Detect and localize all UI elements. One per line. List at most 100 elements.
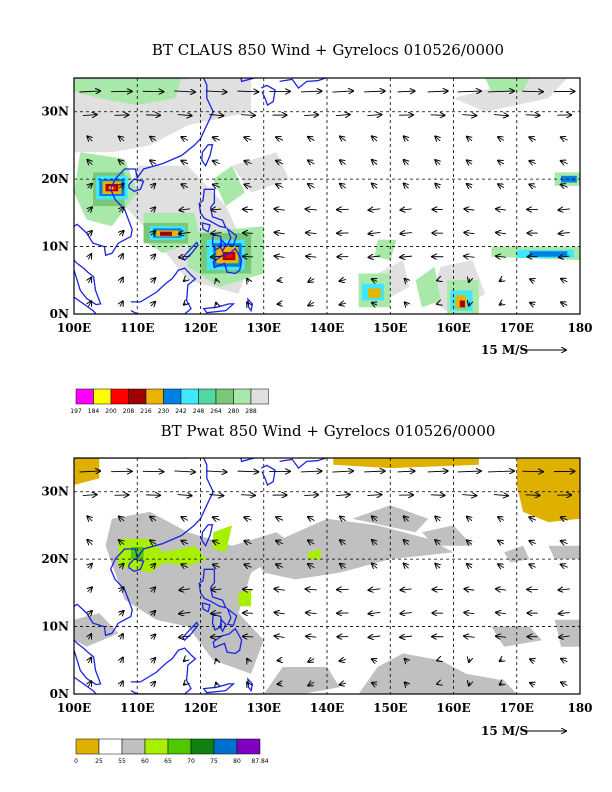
p1-wind-vector-131 — [500, 279, 503, 281]
p1-wind-vector-122 — [464, 256, 475, 257]
p2-wind-vector-94 — [369, 589, 381, 590]
p2-wind-vector-98 — [367, 495, 381, 496]
p1-xtick-170: 170E — [500, 321, 534, 335]
p2-wind-vector-77 — [308, 517, 315, 521]
p1-wind-vector-154 — [558, 209, 570, 210]
p2-coastline-4 — [279, 458, 327, 470]
p2-wind-vector-17 — [119, 516, 124, 520]
p2-wind-vector-130 — [500, 683, 503, 685]
p1-wind-vector-120 — [469, 302, 470, 305]
p2-wind-vector-64 — [274, 589, 285, 590]
panel1-vector-key: 15 M/S — [481, 343, 566, 357]
p1-wind-vector-23 — [151, 231, 155, 235]
p2-ytick-30: 30N — [41, 485, 69, 499]
p2-wind-vector-32 — [179, 636, 191, 637]
p2-wind-vector-122 — [464, 636, 475, 637]
p2-coastline-3 — [260, 464, 276, 486]
p1-wind-vector-103 — [400, 233, 412, 234]
p1-region-10 — [213, 165, 245, 207]
p1-wind-vector-46 — [213, 161, 221, 164]
p1-wind-vector-63 — [275, 232, 285, 233]
p2-wind-vector-145 — [529, 564, 536, 567]
p1-colorbar-label-4: 216 — [140, 408, 152, 415]
p2-wind-vector-42 — [211, 636, 222, 637]
p2-region-8 — [263, 667, 340, 694]
p1-wind-vector-42 — [211, 256, 222, 257]
p1-wind-vector-14 — [119, 207, 123, 211]
p1-wind-vector-5 — [88, 184, 92, 188]
p2-wind-vector-135 — [498, 564, 505, 567]
p2-wind-vector-87 — [340, 517, 347, 521]
p2-wind-vector-102 — [400, 636, 412, 637]
p2-wind-vector-37 — [181, 517, 189, 520]
p2-region-2 — [516, 458, 580, 523]
p1-colorbar-swatch-9 — [233, 388, 252, 405]
p1-xtick-180: 180 — [567, 321, 592, 335]
p1-wind-vector-12 — [120, 254, 123, 259]
p2-wind-vector-36 — [181, 541, 189, 544]
p1-wind-vector-35 — [181, 184, 189, 187]
p1-wind-vector-24 — [151, 207, 155, 211]
p1-colorbar-label-10: 288 — [245, 408, 257, 415]
panel2-frame — [73, 457, 581, 695]
p2-region-7 — [74, 613, 119, 647]
p2-wind-vector-4 — [88, 587, 92, 591]
p2-colorbar-swatch-5 — [190, 738, 215, 755]
p2-wind-vector-86 — [340, 540, 347, 544]
p2-wind-vector-11 — [120, 658, 123, 663]
p2-coastline-2 — [240, 458, 256, 463]
p1-wind-vector-119 — [427, 91, 448, 92]
p2-wind-vector-48 — [209, 495, 223, 496]
p1-wind-vector-3 — [88, 231, 92, 235]
p2-wind-vector-31 — [184, 660, 186, 662]
p1-coastline-1 — [74, 259, 102, 306]
p1-wind-vector-6 — [87, 160, 92, 165]
p2-colorbar-label-5: 70 — [187, 758, 195, 765]
p1-wind-vector-66 — [276, 161, 284, 164]
p1-wind-vector-62 — [275, 256, 285, 257]
p2-xtick-170: 170E — [500, 701, 534, 715]
p2-wind-vector-70 — [308, 682, 315, 685]
p1-wind-vector-92 — [369, 256, 381, 257]
p1-wind-vector-21 — [151, 278, 155, 282]
p1-wind-vector-137 — [498, 137, 505, 140]
p1-coastline-3 — [260, 84, 276, 106]
p1-wind-vector-124 — [464, 209, 475, 210]
p1-wind-vector-32 — [179, 256, 191, 257]
p2-wind-vector-155 — [561, 564, 568, 567]
p1-wind-vector-106 — [404, 160, 409, 165]
p2-wind-vector-66 — [276, 541, 284, 544]
p1-wind-vector-109 — [397, 91, 415, 92]
p2-coastline-8 — [201, 602, 211, 613]
p2-wind-vector-146 — [529, 541, 536, 544]
p1-xtick-140: 140E — [310, 321, 344, 335]
p2-wind-vector-105 — [404, 563, 409, 568]
p1-wind-vector-17 — [119, 136, 124, 140]
p1-wind-vector-77 — [308, 137, 315, 141]
p2-coastline-17 — [74, 676, 97, 694]
p2-wind-vector-63 — [275, 612, 285, 613]
p2-xtick-140: 140E — [310, 701, 344, 715]
p2-coastline-7 — [198, 568, 227, 609]
p2-wind-vector-14 — [119, 587, 123, 591]
p1-wind-vector-43 — [211, 233, 222, 234]
p1-wind-vector-121 — [469, 279, 470, 282]
p2-wind-vector-120 — [469, 682, 470, 685]
p2-wind-vector-43 — [211, 613, 222, 614]
p1-wind-vector-97 — [372, 136, 377, 141]
p2-wind-vector-46 — [213, 541, 221, 544]
p2-wind-vector-91 — [372, 659, 377, 661]
p2-region-9 — [358, 653, 517, 694]
p1-wind-vector-150 — [561, 302, 568, 305]
panel1-coastlines — [74, 78, 327, 314]
p2-wind-vector-74 — [306, 589, 317, 590]
p1-wind-vector-27 — [150, 137, 157, 141]
p2-wind-vector-25 — [151, 564, 155, 568]
p1-wind-vector-81 — [340, 279, 347, 281]
p2-wind-vector-125 — [467, 564, 472, 568]
p1-wind-vector-78 — [304, 115, 318, 116]
p1-wind-vector-93 — [369, 232, 381, 233]
p2-region-17 — [238, 589, 252, 607]
p2-wind-vector-97 — [372, 516, 377, 521]
p1-colorbar-swatch-6 — [180, 388, 199, 405]
